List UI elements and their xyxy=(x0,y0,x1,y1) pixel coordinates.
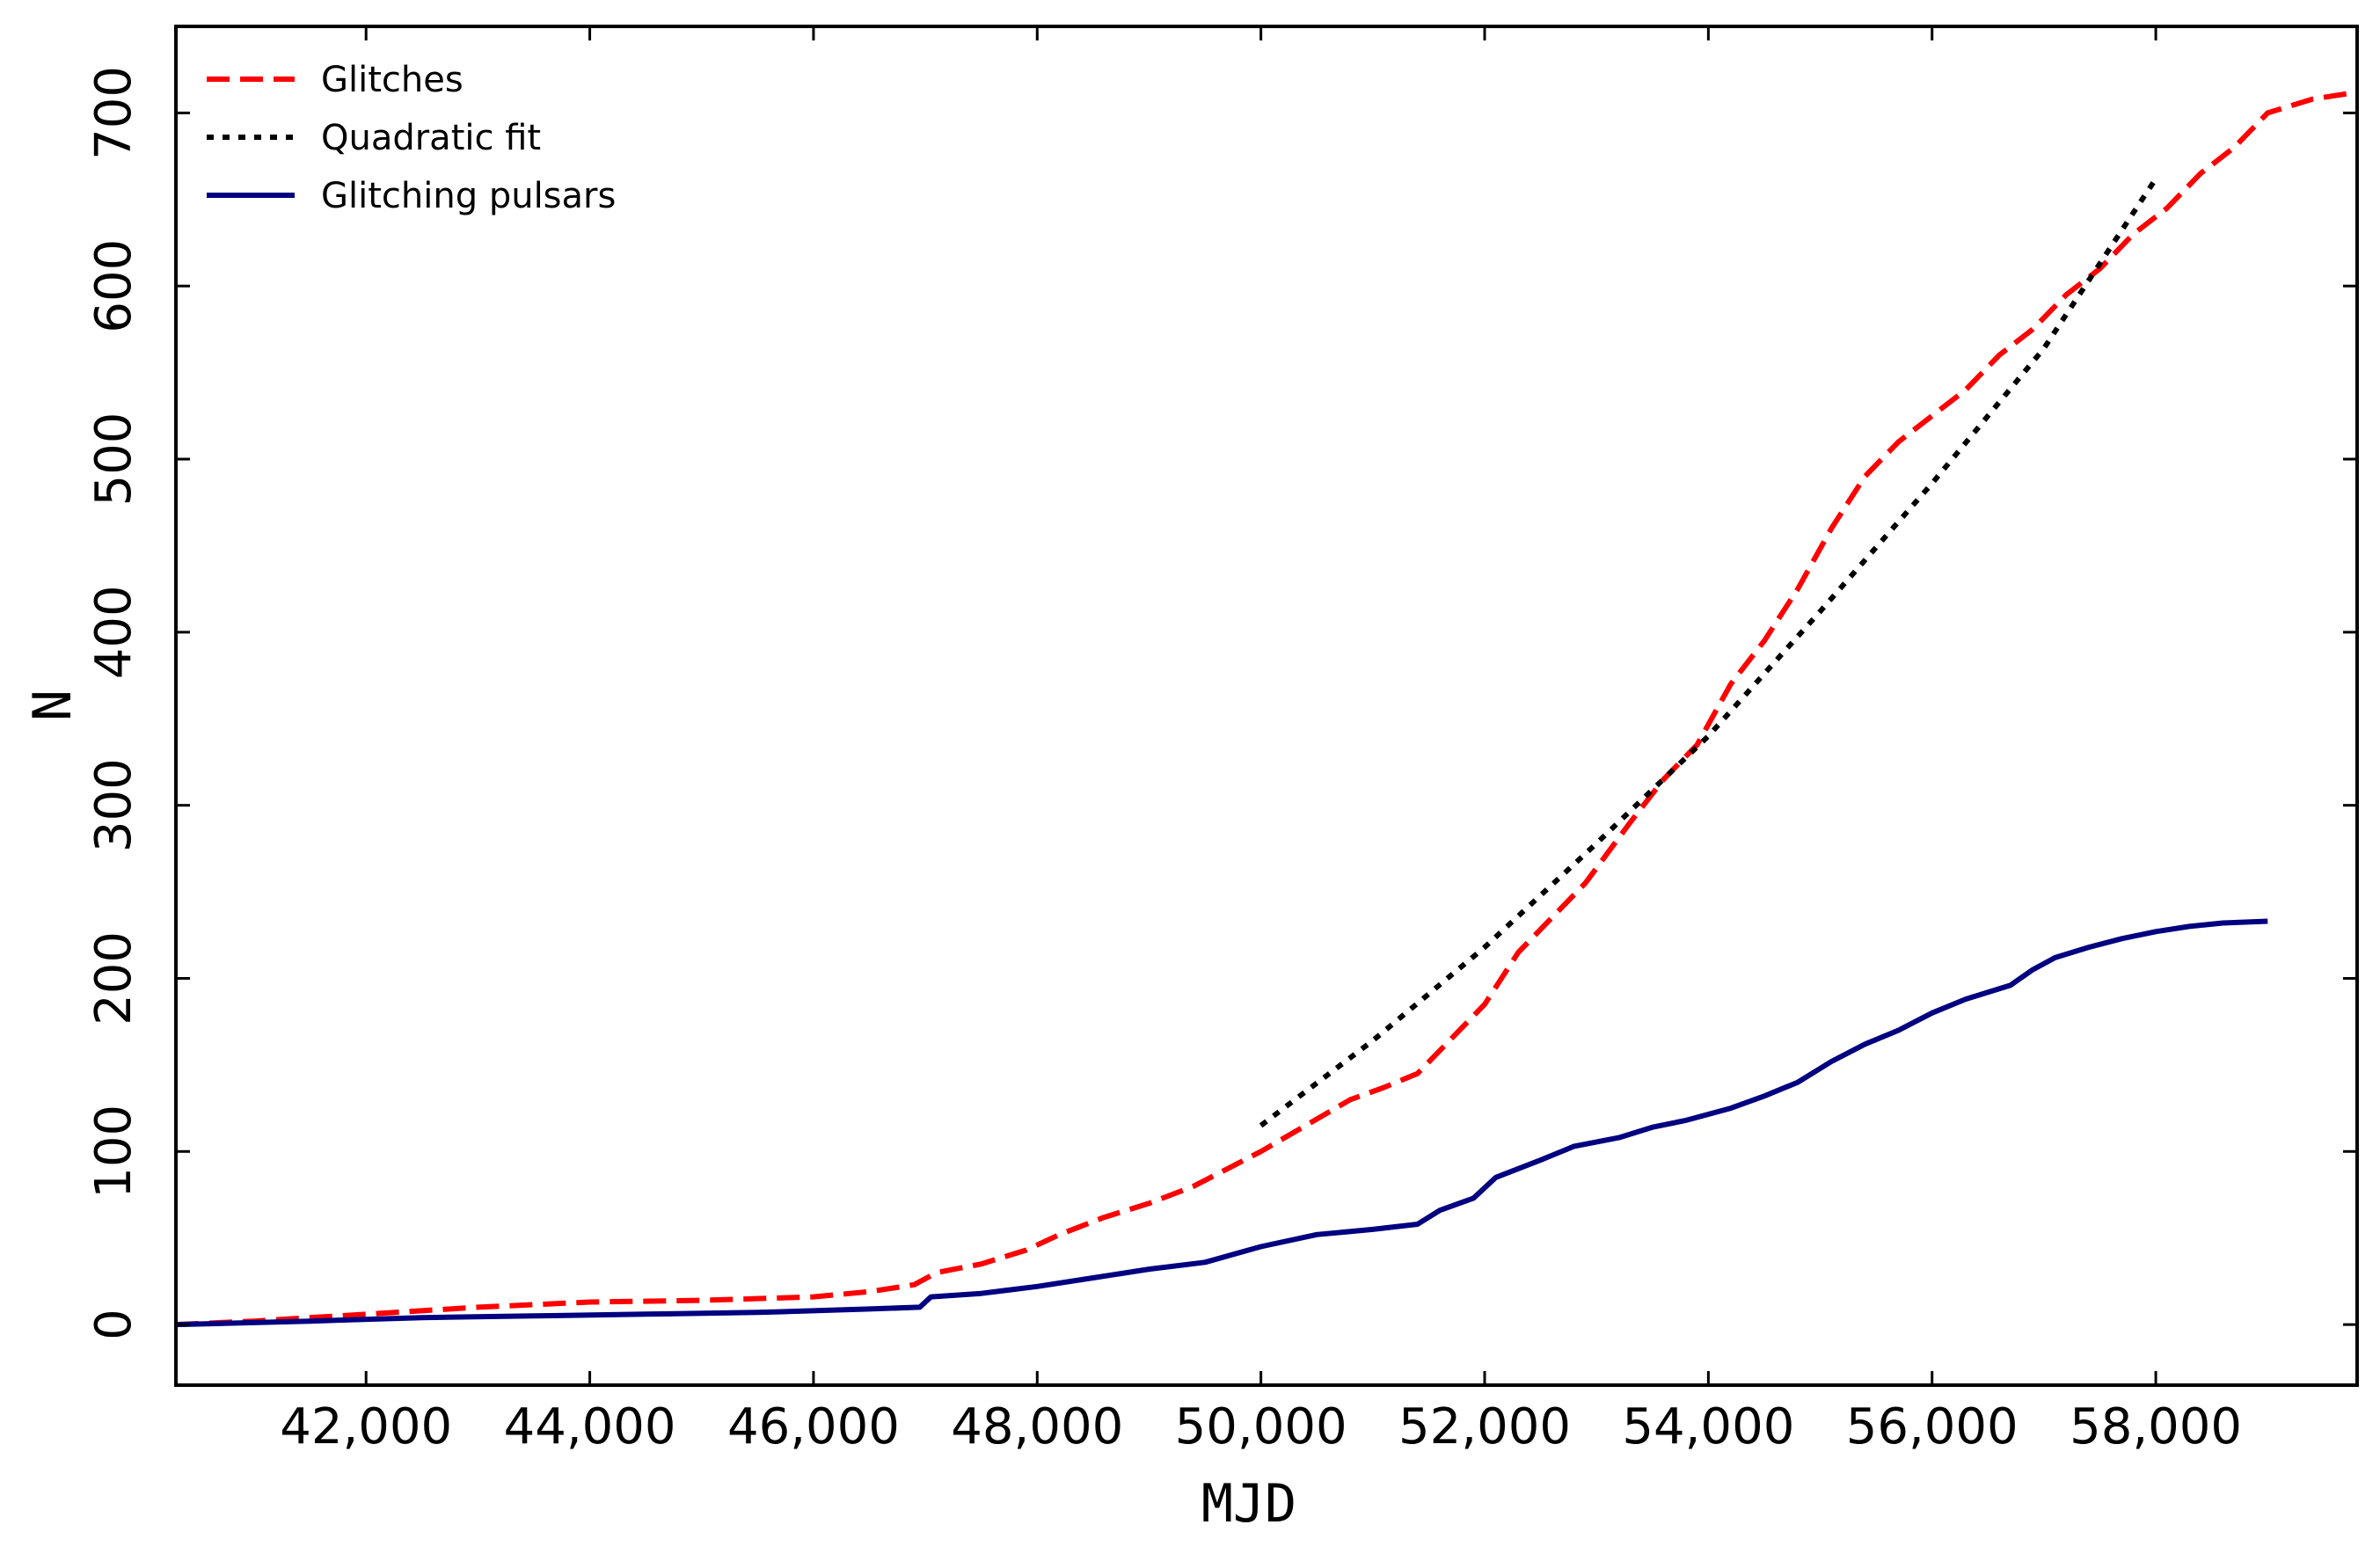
series-line-glitches xyxy=(176,89,2357,1328)
x-axis-title: MJD xyxy=(1201,1473,1296,1535)
series-line-glitching-pulsars xyxy=(176,918,2268,1328)
y-tick-label-400: 400 xyxy=(85,585,142,679)
plot-frame xyxy=(174,25,2359,1387)
y-tick-label-100: 100 xyxy=(85,1105,142,1199)
legend: Glitches Quadratic fit Glitching pulsars xyxy=(207,60,616,216)
x-tick-label-58000: 58,000 xyxy=(2070,1398,2242,1456)
x-tick-label-46000: 46,000 xyxy=(727,1398,900,1456)
legend-label-quadratic-fit: Quadratic fit xyxy=(321,118,541,158)
x-tick-label-50000: 50,000 xyxy=(1175,1398,1347,1456)
x-tick-label-56000: 56,000 xyxy=(1846,1398,2019,1456)
y-tick-label-300: 300 xyxy=(85,758,142,852)
legend-label-glitching-pulsars: Glitching pulsars xyxy=(321,176,616,216)
legend-label-glitches: Glitches xyxy=(321,60,464,100)
y-tick-label-700: 700 xyxy=(85,66,142,160)
x-tick-label-42000: 42,000 xyxy=(280,1398,452,1456)
y-tick-label-600: 600 xyxy=(85,239,142,333)
y-axis-title: N xyxy=(22,689,84,721)
x-tick-label-52000: 52,000 xyxy=(1398,1398,1571,1456)
x-tick-label-54000: 54,000 xyxy=(1622,1398,1794,1456)
y-tick-label-500: 500 xyxy=(85,412,142,507)
series-line-quadratic-fit xyxy=(1259,177,2158,1128)
x-tick-label-48000: 48,000 xyxy=(951,1398,1123,1456)
y-tick-label-0: 0 xyxy=(85,1309,142,1340)
x-tick-label-44000: 44,000 xyxy=(504,1398,676,1456)
y-tick-label-200: 200 xyxy=(85,931,142,1025)
